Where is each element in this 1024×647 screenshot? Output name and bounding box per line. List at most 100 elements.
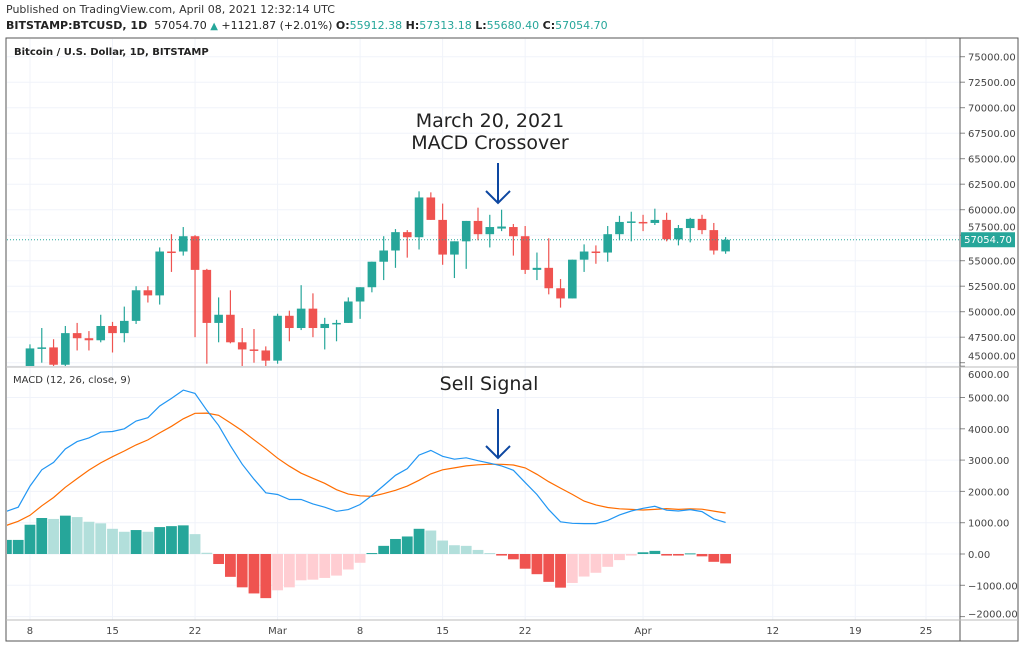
candle-up xyxy=(626,221,636,223)
candle-up xyxy=(332,322,341,325)
signal-line xyxy=(7,412,726,526)
price-tick-label: 50000.00 xyxy=(968,308,1016,319)
candle-up xyxy=(155,251,164,296)
histogram-bar xyxy=(59,515,71,554)
annotation-date: March 20, 2021 xyxy=(416,110,565,132)
candle-down xyxy=(84,338,94,341)
price-tick-label: 70000.00 xyxy=(968,104,1016,115)
macd-plot xyxy=(7,389,731,599)
date-tick-label: 15 xyxy=(106,626,119,637)
candle-down xyxy=(709,230,719,251)
histogram-bar xyxy=(390,538,401,554)
candle-up xyxy=(461,220,471,242)
macd-tick-label: 5000.00 xyxy=(968,394,1009,405)
histogram-bar xyxy=(602,554,614,567)
histogram-bar xyxy=(684,553,696,555)
candle-up xyxy=(25,348,35,366)
candle-up xyxy=(296,308,306,329)
price-tick-label: 60000.00 xyxy=(968,206,1016,217)
candle-up xyxy=(674,228,683,240)
date-tick-label: 22 xyxy=(519,626,532,637)
histogram-bar xyxy=(378,545,390,554)
candle-up xyxy=(497,226,506,229)
candle-up xyxy=(485,227,495,235)
histogram-bar xyxy=(449,545,460,554)
date-tick-label: 8 xyxy=(357,626,363,637)
candle-down xyxy=(108,325,117,334)
candle-up xyxy=(131,290,141,321)
histogram-bar xyxy=(342,554,354,570)
price-change: +1121.87 (+2.01%) xyxy=(221,19,333,32)
histogram-bar xyxy=(71,517,83,554)
histogram-bar xyxy=(543,554,555,582)
candle-down xyxy=(308,308,318,329)
candle-down xyxy=(49,347,58,365)
up-triangle-icon: ▲ xyxy=(210,21,218,32)
histogram-bar xyxy=(283,554,295,588)
histogram-bar xyxy=(189,534,201,554)
price-tick-label: 75000.00 xyxy=(968,53,1016,64)
histogram-bar xyxy=(118,531,130,554)
histogram-bar xyxy=(614,554,625,561)
histogram-bar xyxy=(142,531,154,554)
candle-down xyxy=(202,269,212,323)
macd-tick-label: −2000.00 xyxy=(968,610,1018,621)
published-line: Published on TradingView.com, April 08, … xyxy=(6,3,335,16)
close-value: 57054.70 xyxy=(555,19,608,32)
histogram-bar xyxy=(425,530,437,554)
candle-up xyxy=(615,221,624,235)
current-price-label: 57054.70 xyxy=(964,235,1012,246)
date-tick-label: Apr xyxy=(634,626,652,637)
histogram-bar xyxy=(331,554,342,576)
date-tick-label: 22 xyxy=(189,626,202,637)
candle-down xyxy=(662,219,671,240)
price-tick-label: 57500.00 xyxy=(968,223,1016,234)
histogram-bar xyxy=(295,554,307,581)
macd-tick-label: 1000.00 xyxy=(968,519,1009,530)
candle-down xyxy=(556,288,565,299)
candle-up xyxy=(37,347,47,349)
date-tick-label: 12 xyxy=(766,626,779,637)
price-tick-label: 72500.00 xyxy=(968,78,1016,89)
macd-tick-label: 4000.00 xyxy=(968,425,1009,436)
candle-up xyxy=(532,267,542,270)
histogram-bar xyxy=(83,521,95,554)
candle-down xyxy=(226,314,235,343)
candle-up xyxy=(450,241,459,255)
close-label: C: xyxy=(542,19,556,32)
candle-down xyxy=(249,349,259,351)
candle-up xyxy=(344,301,353,323)
candle-up xyxy=(721,239,730,252)
candle-up xyxy=(650,219,660,223)
date-tick-label: 8 xyxy=(27,626,33,637)
histogram-bar xyxy=(555,554,566,588)
candle-down xyxy=(544,267,554,289)
last-price: 57054.70 xyxy=(154,19,207,32)
candle-down xyxy=(591,251,601,254)
date-tick-label: 25 xyxy=(920,626,933,637)
candle-down xyxy=(520,236,530,270)
low-label: L: xyxy=(475,19,487,32)
candle-up xyxy=(379,250,388,262)
candle-up xyxy=(178,236,188,252)
macd-tick-label: 6000.00 xyxy=(968,370,1009,381)
histogram-bar xyxy=(248,554,260,594)
histogram-bar xyxy=(354,554,366,563)
histogram-bar xyxy=(36,518,48,554)
price-tick-label: 45000.00 xyxy=(968,352,1016,363)
histogram-bar xyxy=(578,554,590,577)
candle-up xyxy=(414,197,424,238)
histogram-bar xyxy=(319,554,331,578)
candle-down xyxy=(190,236,200,270)
macd-tick-label: 2000.00 xyxy=(968,487,1009,498)
histogram-bar xyxy=(590,554,602,573)
histogram-bar xyxy=(625,554,637,556)
candle-up xyxy=(603,234,612,253)
symbol-name: BITSTAMP:BTCUSD, 1D xyxy=(6,19,148,32)
histogram-bar xyxy=(12,539,24,554)
histogram-bar xyxy=(437,540,449,554)
histogram-bar xyxy=(272,554,283,591)
histogram-bar xyxy=(130,530,142,554)
high-value: 57313.18 xyxy=(419,19,472,32)
